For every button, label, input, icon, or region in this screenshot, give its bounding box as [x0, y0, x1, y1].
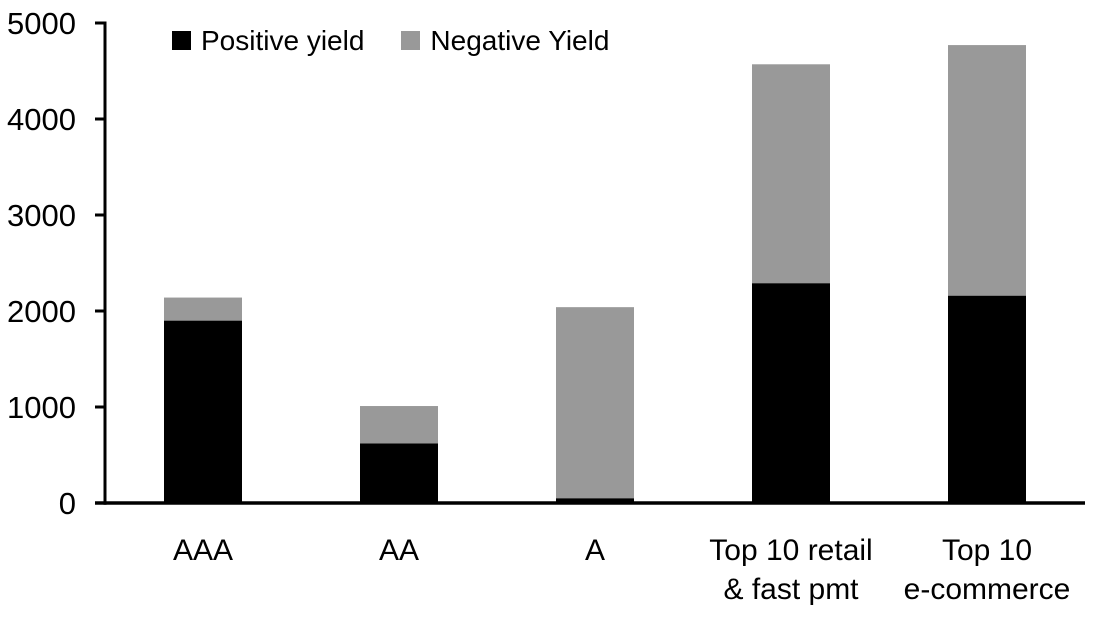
legend-item-negative-yield: Negative Yield	[401, 24, 610, 56]
legend-label-negative-yield: Negative Yield	[430, 24, 610, 56]
bar-segment-negative-yield	[948, 45, 1026, 296]
bar-segment-negative-yield	[360, 406, 438, 444]
y-axis-tick-label: 3000	[7, 198, 76, 233]
bar-segment-positive-yield	[948, 295, 1026, 503]
x-axis-category-label: Top 10	[942, 534, 1032, 567]
bar-segment-positive-yield	[556, 498, 634, 503]
x-axis-category-label: Top 10 retail	[709, 534, 872, 567]
x-axis-category-label: e-commerce	[904, 573, 1071, 606]
legend-item-positive-yield: Positive yield	[172, 24, 365, 56]
legend-swatch-negative-yield	[401, 31, 421, 50]
legend-label-positive-yield: Positive yield	[201, 24, 365, 56]
y-axis-tick-label: 0	[59, 486, 76, 521]
bar-segment-positive-yield	[752, 283, 830, 503]
chart-legend: Positive yield Negative Yield	[172, 26, 609, 55]
bar-segment-positive-yield	[360, 443, 438, 503]
x-axis-category-label: AAA	[173, 534, 233, 567]
x-axis-category-label: A	[585, 534, 605, 567]
bar-segment-negative-yield	[752, 64, 830, 284]
y-axis-tick-label: 4000	[7, 102, 76, 137]
x-axis-category-label: & fast pmt	[723, 573, 859, 606]
bar-segment-negative-yield	[164, 297, 242, 321]
legend-swatch-positive-yield	[172, 31, 191, 50]
bar-segment-negative-yield	[556, 307, 634, 499]
y-axis-tick-label: 2000	[7, 294, 76, 329]
y-axis-tick-label: 1000	[7, 390, 76, 425]
y-axis-tick-label: 5000	[7, 6, 76, 41]
bar-segment-positive-yield	[164, 320, 242, 503]
x-axis-category-label: AA	[379, 534, 419, 567]
